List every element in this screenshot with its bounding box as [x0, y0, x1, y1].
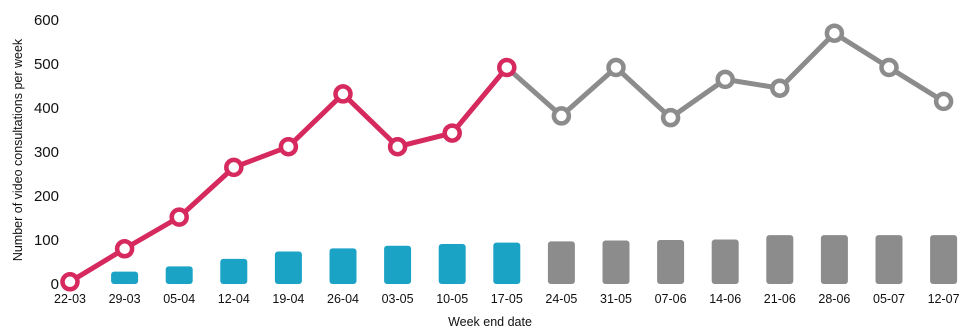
bar-29-03	[111, 271, 139, 284]
bar-21-06	[766, 235, 794, 284]
point-29-03	[114, 239, 135, 259]
point-07-06	[660, 107, 681, 128]
point-26-04	[333, 84, 353, 104]
point-12-07	[933, 91, 954, 112]
bar-12-04	[220, 258, 248, 284]
x-tick-label: 26-04	[327, 292, 359, 306]
bar-14-06	[711, 239, 739, 284]
point-21-06	[770, 78, 790, 98]
y-tick-label: 600	[34, 12, 59, 29]
bar-03-05	[384, 245, 412, 284]
bar-05-04	[165, 266, 193, 284]
line-segment-29-03-05-04	[122, 214, 182, 252]
y-tick-label: 100	[34, 232, 59, 249]
bar-05-07	[875, 235, 903, 284]
line-segment-07-06-14-06	[668, 76, 728, 121]
line-segment-19-04-26-04	[285, 91, 346, 150]
x-tick-label: 21-06	[764, 292, 796, 306]
y-tick-label: 200	[34, 188, 59, 205]
x-tick-label: 12-04	[218, 292, 250, 306]
line-segment-26-04-03-05	[340, 91, 401, 150]
point-03-05	[387, 136, 408, 157]
bar-28-06	[820, 235, 848, 284]
y-tick-label: 500	[34, 56, 59, 73]
point-12-04	[224, 157, 244, 178]
line-segment-24-05-31-05	[558, 65, 619, 119]
y-tick-label: 400	[34, 100, 59, 117]
line-segment-21-06-28-06	[777, 30, 837, 91]
point-05-07	[879, 57, 899, 78]
y-tick-label: 300	[34, 144, 59, 161]
line-segment-31-05-07-06	[613, 65, 674, 121]
x-tick-labels: 22-03 29-03 05-04 12-04 19-04 26-04 03-05 10-05…	[54, 292, 960, 306]
bar-19-04	[274, 251, 302, 284]
bar-12-07	[930, 235, 958, 284]
y-tick-labels: 0 100 200 300 400 500 600	[34, 12, 59, 293]
x-tick-label: 07-06	[655, 292, 687, 306]
point-22-03	[60, 272, 80, 292]
point-24-05	[551, 106, 572, 126]
x-tick-label: 22-03	[54, 292, 86, 306]
x-tick-label: 14-06	[709, 292, 741, 306]
x-tick-label: 17-05	[491, 292, 523, 306]
point-05-04	[169, 207, 189, 227]
line-segment-28-06-05-07	[831, 30, 892, 71]
x-tick-label: 31-05	[600, 292, 632, 306]
line-segment-17-05-24-05	[504, 65, 564, 119]
x-tick-label: 05-04	[163, 292, 195, 306]
point-28-06	[824, 23, 845, 43]
point-17-05	[497, 57, 517, 78]
line-segment-05-07-12-07	[886, 65, 947, 104]
x-axis-title: Week end date	[448, 315, 532, 329]
x-tick-label: 29-03	[109, 292, 141, 306]
x-tick-label: 28-06	[818, 292, 850, 306]
bars-layer	[111, 235, 958, 284]
point-31-05	[606, 57, 626, 78]
bar-07-06	[657, 240, 685, 284]
x-tick-label: 10-05	[436, 292, 468, 306]
bar-17-05	[493, 242, 521, 284]
x-tick-label: 12-07	[928, 292, 960, 306]
x-tick-label: 19-04	[272, 292, 304, 306]
x-tick-label: 24-05	[545, 292, 577, 306]
bar-26-04	[329, 248, 357, 284]
line-segment-05-04-12-04	[176, 164, 237, 220]
bar-24-05	[547, 241, 575, 284]
point-10-05	[442, 123, 462, 143]
line-segment-22-03-29-03	[67, 246, 128, 285]
point-19-04	[278, 136, 299, 157]
line-segment-10-05-17-05	[449, 65, 510, 136]
points-layer	[60, 23, 954, 292]
y-axis-title: Number of video consultations per week	[11, 38, 25, 261]
x-tick-label: 03-05	[382, 292, 414, 306]
point-14-06	[715, 69, 735, 90]
bar-31-05	[602, 240, 630, 284]
bar-10-05	[438, 243, 466, 284]
x-tick-label: 05-07	[873, 292, 905, 306]
y-tick-label: 0	[51, 276, 59, 293]
